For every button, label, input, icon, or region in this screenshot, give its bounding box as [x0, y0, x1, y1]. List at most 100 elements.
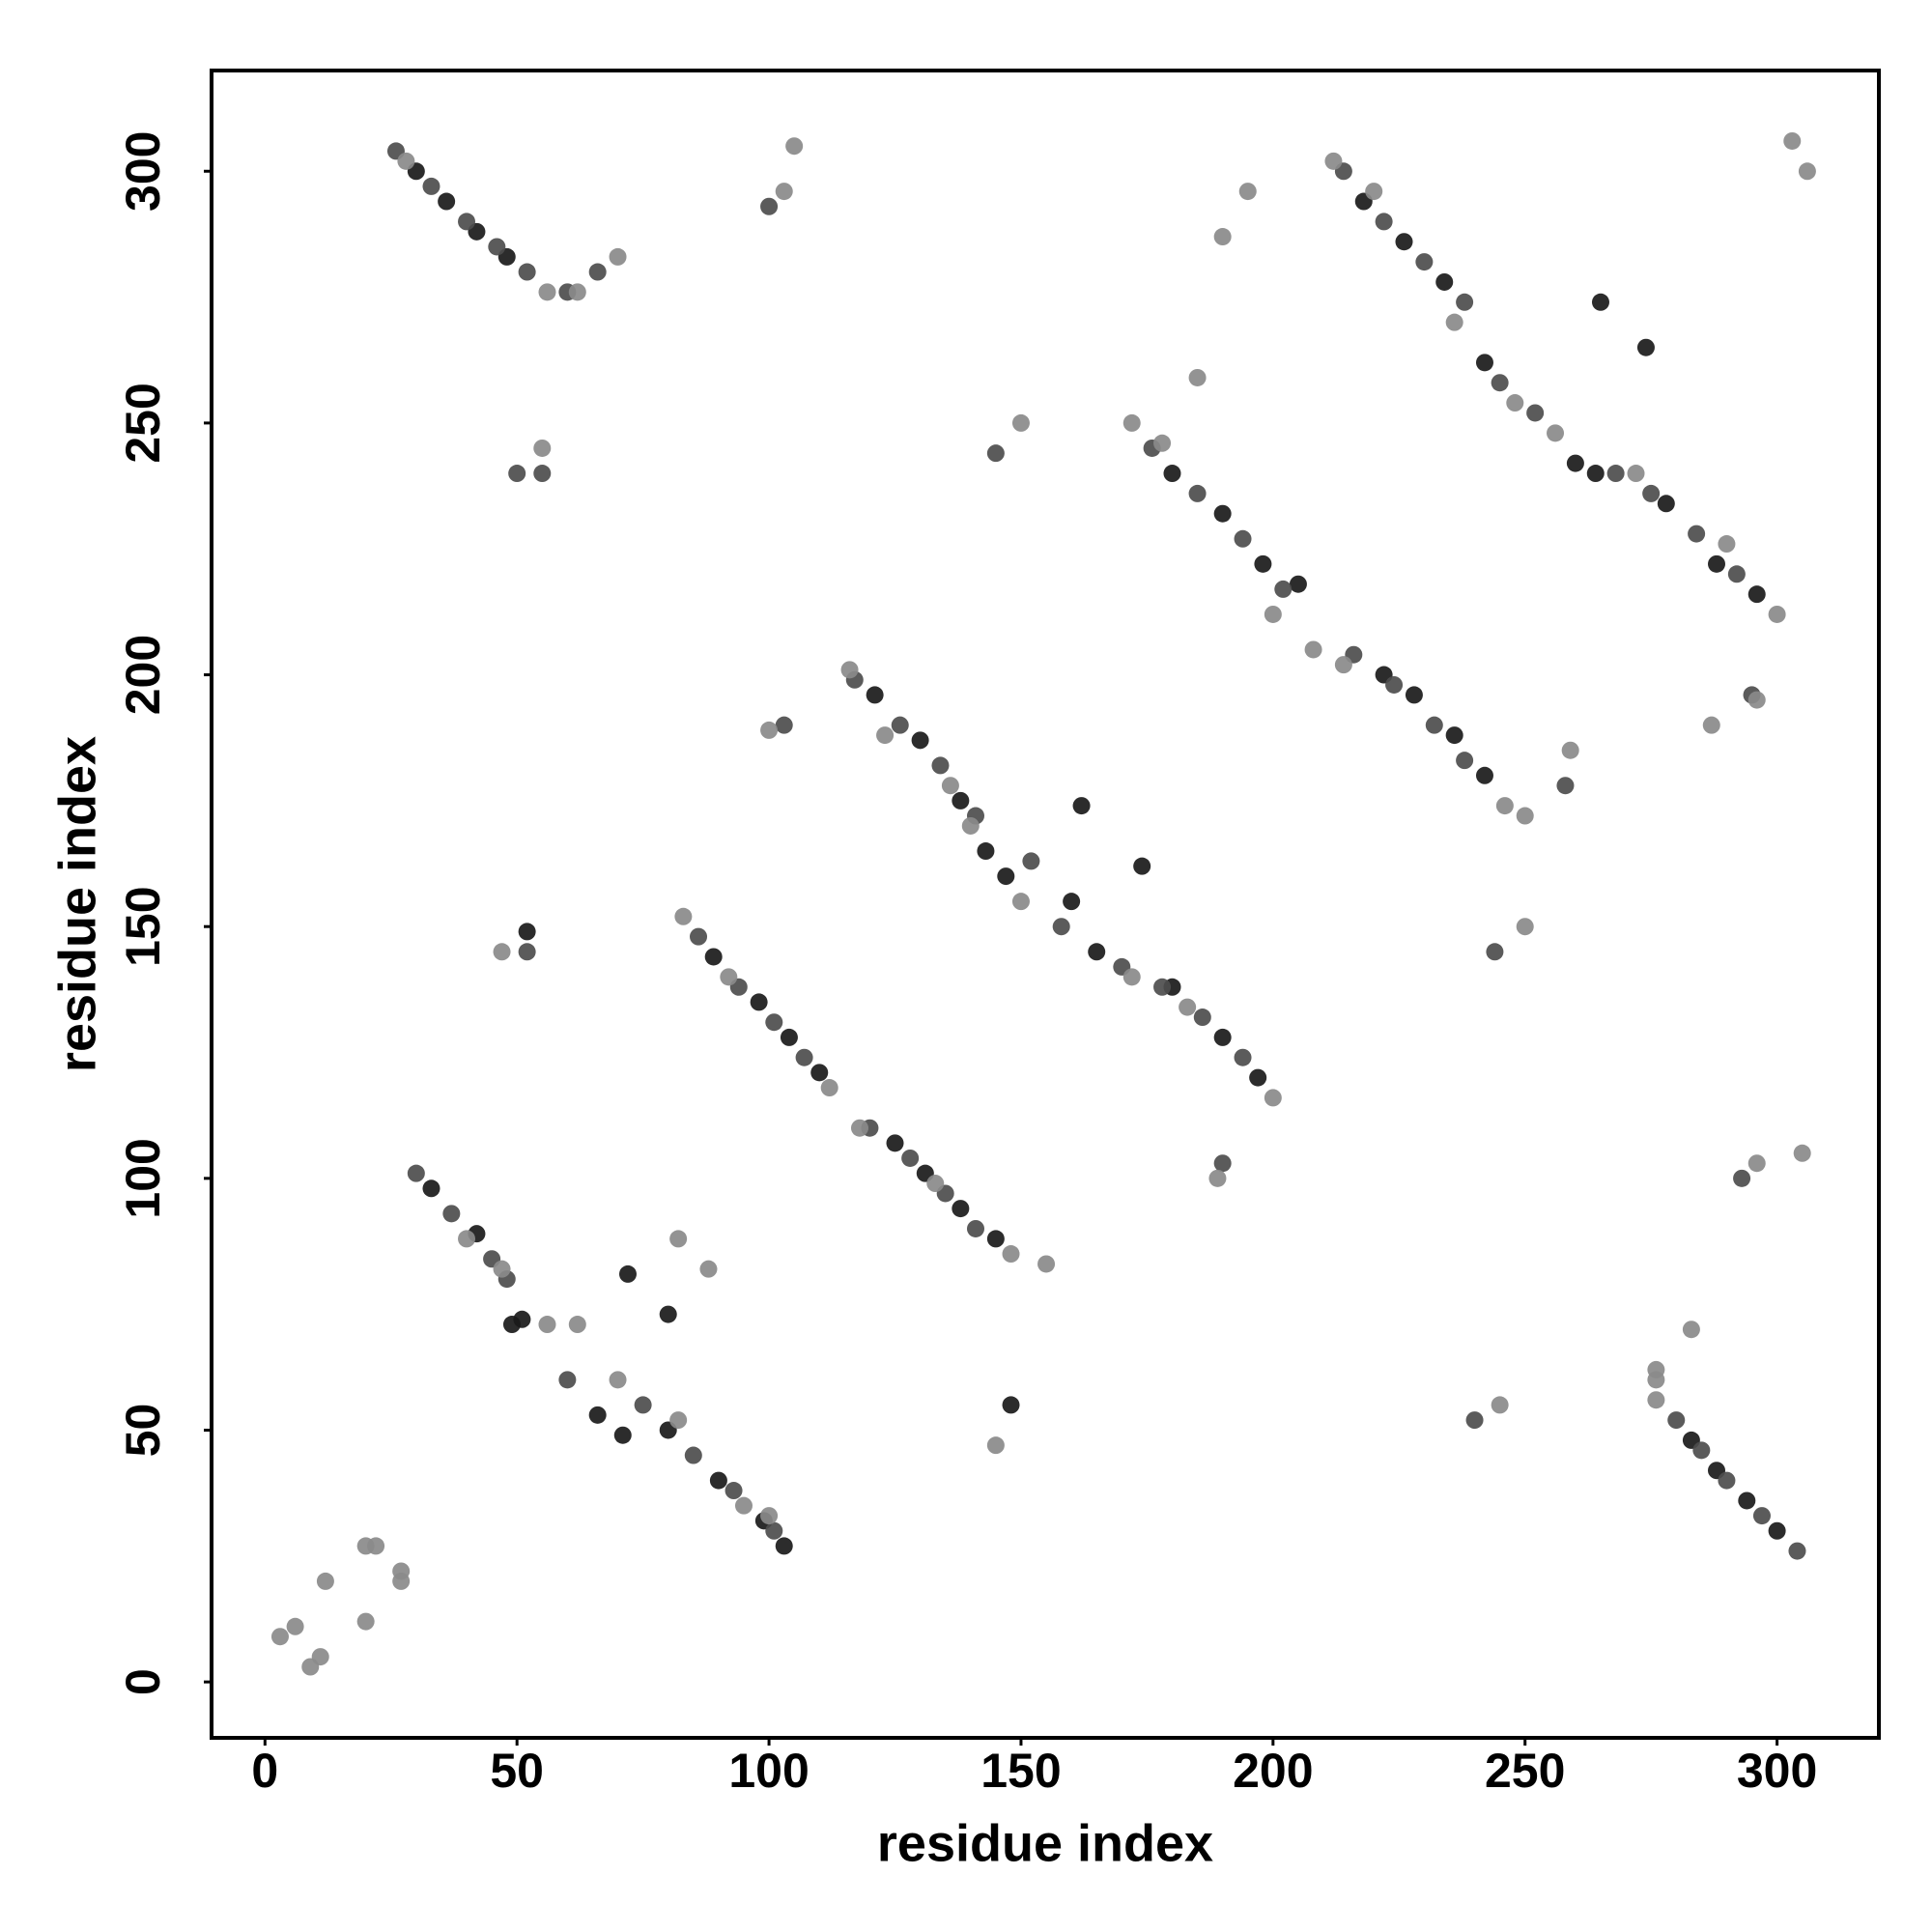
point	[538, 283, 556, 301]
point	[1153, 434, 1172, 452]
point	[911, 731, 929, 750]
y-tick-label: 250	[116, 383, 170, 463]
point	[1238, 183, 1257, 201]
point	[1249, 1068, 1267, 1087]
point	[952, 791, 970, 810]
point	[1727, 565, 1746, 583]
point	[952, 1200, 970, 1218]
point	[775, 183, 793, 201]
point	[1002, 1245, 1020, 1264]
point	[876, 726, 895, 745]
point	[1647, 1371, 1665, 1389]
x-tick-label: 50	[490, 1744, 544, 1798]
point	[1213, 228, 1232, 246]
point	[1011, 413, 1030, 432]
point	[1022, 852, 1040, 870]
y-tick-label: 200	[116, 635, 170, 715]
point	[986, 1230, 1005, 1248]
point	[609, 1371, 627, 1389]
point	[1591, 293, 1609, 311]
point	[588, 1406, 607, 1424]
point	[966, 1219, 984, 1237]
point	[820, 1079, 838, 1097]
point	[1274, 580, 1293, 598]
point	[659, 1305, 677, 1323]
point	[1636, 338, 1655, 356]
point	[1718, 535, 1736, 554]
y-axis-title: residue index	[48, 736, 106, 1072]
point	[866, 686, 884, 704]
point	[1491, 374, 1509, 392]
point	[891, 716, 909, 734]
point	[316, 1572, 334, 1590]
point	[533, 439, 552, 457]
point	[699, 1260, 718, 1278]
point	[1692, 1441, 1711, 1460]
point	[810, 1064, 829, 1082]
point	[1289, 575, 1307, 593]
point	[1037, 1255, 1056, 1273]
point	[1657, 495, 1675, 513]
y-tick-label: 0	[116, 1668, 170, 1695]
point	[1445, 313, 1463, 331]
point	[1208, 1169, 1227, 1187]
point	[1682, 1321, 1700, 1339]
point	[775, 716, 793, 734]
point	[458, 1230, 476, 1248]
point	[270, 1628, 289, 1646]
point	[1783, 131, 1802, 150]
point	[724, 1482, 743, 1500]
point	[1052, 918, 1070, 936]
point	[760, 721, 779, 739]
point	[1647, 1391, 1665, 1409]
point	[709, 1471, 727, 1490]
point	[1788, 1542, 1806, 1560]
point	[1385, 675, 1404, 694]
point	[961, 816, 980, 835]
point	[997, 867, 1015, 886]
point	[1334, 656, 1352, 674]
point	[775, 1537, 793, 1555]
point	[1264, 605, 1282, 623]
point	[1213, 1154, 1232, 1173]
point	[1435, 272, 1454, 291]
point	[1475, 354, 1493, 372]
point	[311, 1648, 329, 1666]
point	[493, 1260, 511, 1278]
point	[1254, 554, 1272, 573]
point	[1547, 424, 1565, 442]
point	[1234, 1048, 1252, 1066]
point	[1193, 1009, 1211, 1027]
point	[704, 948, 723, 966]
point	[1747, 1154, 1766, 1173]
point	[518, 943, 536, 961]
point	[1425, 716, 1443, 734]
point	[750, 993, 768, 1011]
point	[1088, 943, 1106, 961]
point	[1365, 183, 1383, 201]
point	[765, 1013, 783, 1032]
point	[1556, 777, 1575, 795]
point	[1375, 213, 1393, 231]
point	[1415, 253, 1434, 271]
point	[840, 661, 859, 679]
point	[568, 283, 586, 301]
point	[1707, 554, 1725, 573]
point	[558, 1371, 577, 1389]
point	[986, 1436, 1005, 1455]
point	[518, 263, 536, 281]
point	[1122, 413, 1141, 432]
point	[780, 1028, 798, 1046]
point	[1153, 978, 1172, 996]
point	[1768, 1521, 1786, 1540]
point	[850, 1119, 868, 1137]
point	[1133, 857, 1151, 875]
point	[1752, 1507, 1771, 1525]
point	[422, 177, 440, 195]
point	[1234, 529, 1252, 548]
point	[1606, 465, 1625, 483]
point	[1516, 807, 1534, 825]
point	[734, 1496, 753, 1515]
point	[1011, 893, 1030, 911]
plot-frame	[210, 69, 1881, 1740]
